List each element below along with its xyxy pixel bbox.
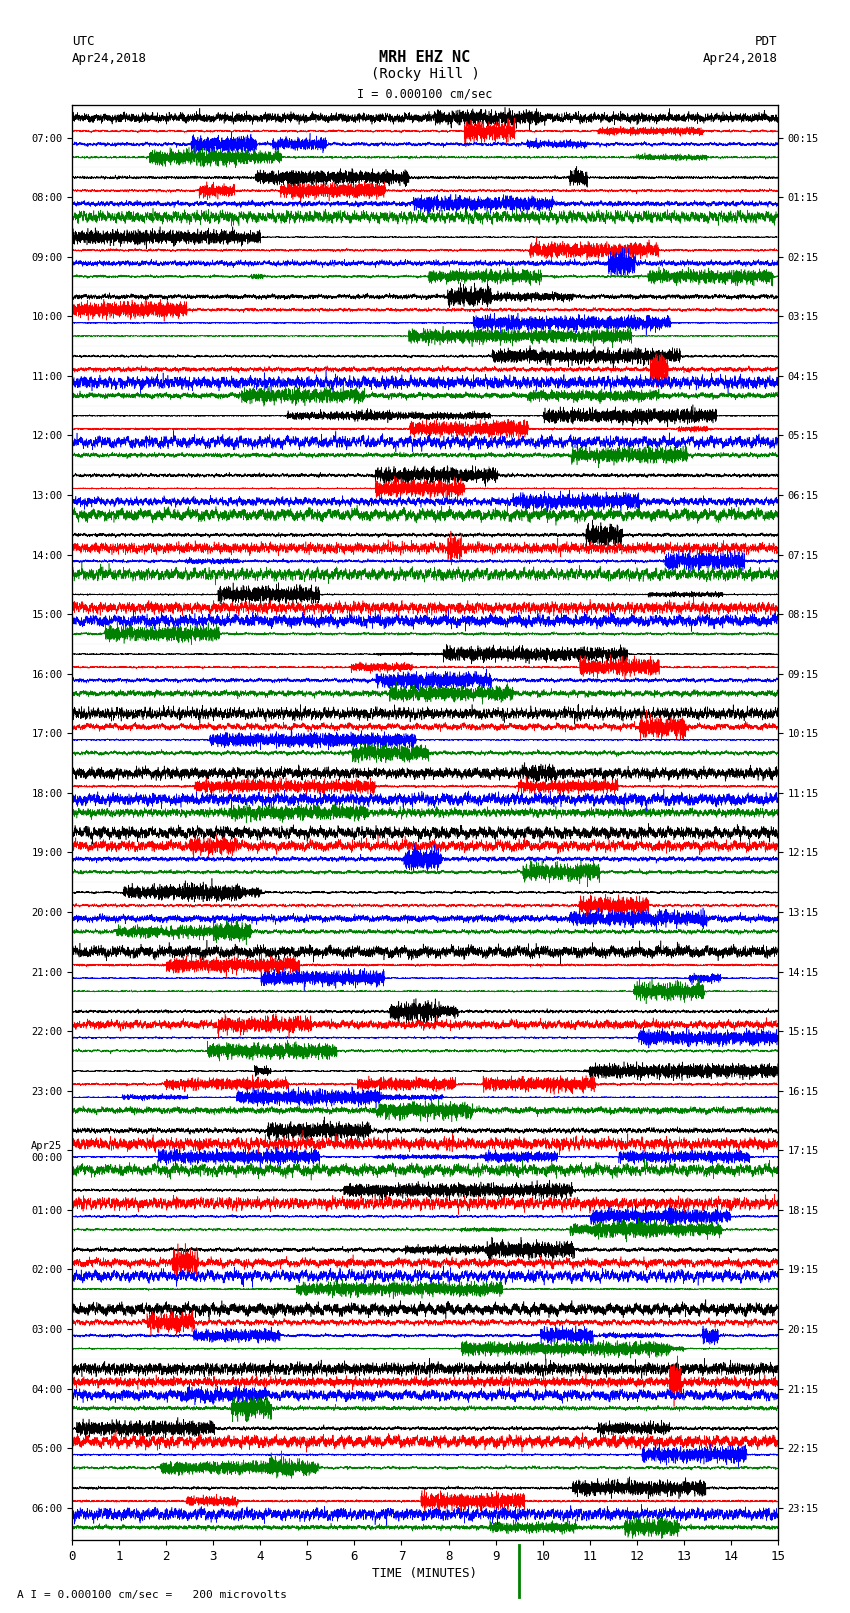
Text: PDT: PDT (756, 35, 778, 48)
Text: UTC: UTC (72, 35, 94, 48)
Text: Apr24,2018: Apr24,2018 (703, 52, 778, 65)
Text: A I = 0.000100 cm/sec =   200 microvolts: A I = 0.000100 cm/sec = 200 microvolts (17, 1590, 287, 1600)
X-axis label: TIME (MINUTES): TIME (MINUTES) (372, 1568, 478, 1581)
Text: MRH EHZ NC: MRH EHZ NC (379, 50, 471, 65)
Text: (Rocky Hill ): (Rocky Hill ) (371, 66, 479, 81)
Text: Apr24,2018: Apr24,2018 (72, 52, 147, 65)
Text: I = 0.000100 cm/sec: I = 0.000100 cm/sec (357, 87, 493, 100)
